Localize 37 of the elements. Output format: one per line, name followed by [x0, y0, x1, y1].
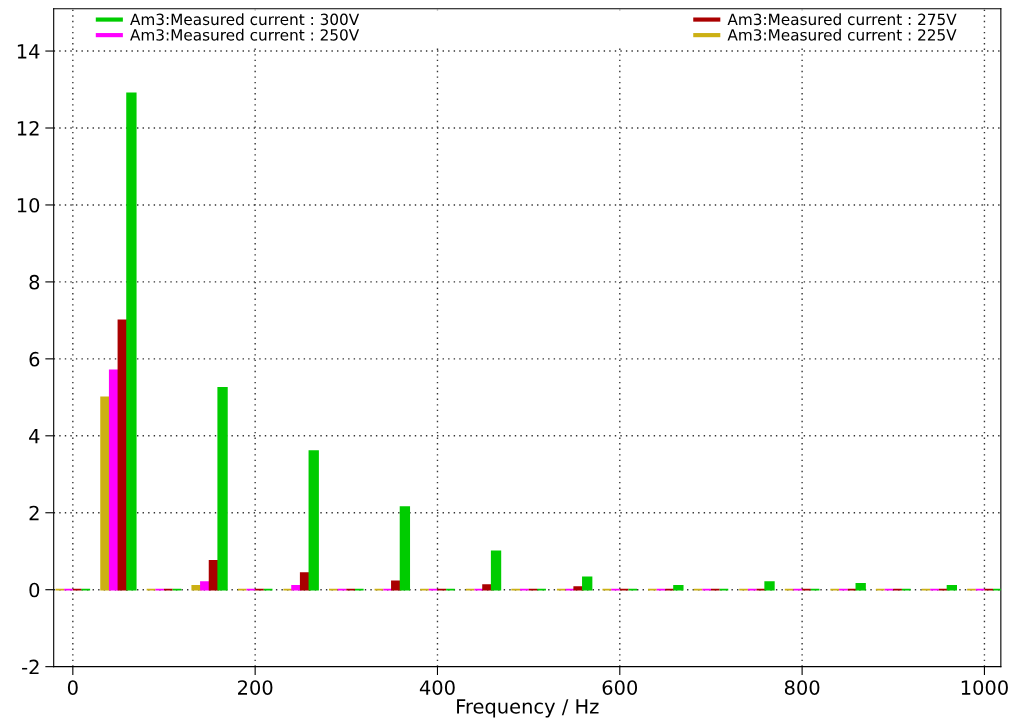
bar [299, 572, 311, 591]
y-tick-label: 6 [29, 351, 40, 367]
y-tick-label: -2 [22, 659, 39, 675]
y-tick-label: 0 [29, 582, 40, 598]
x-tick-label: 0 [67, 680, 78, 695]
bar [217, 386, 228, 591]
legend-label: Am3:Measured current : 250V [130, 28, 360, 41]
x-tick-label: 200 [238, 680, 273, 695]
y-tick-label: 10 [17, 197, 40, 213]
legend-label: Am3:Measured current : 225V [727, 28, 957, 41]
bar [673, 585, 684, 591]
legend-label: Am3:Measured current : 300V [130, 13, 360, 26]
bar [126, 92, 137, 591]
y-tick-label: 2 [29, 505, 39, 521]
bar [573, 586, 584, 591]
x-tick-label: 800 [784, 680, 820, 695]
bar [191, 585, 202, 591]
x-tick-label: 1000 [961, 680, 1008, 695]
y-tick-label: 4 [29, 429, 40, 444]
bar [764, 581, 775, 591]
x-axis-title: Frequency / Hz [457, 699, 599, 718]
y-tick-label: 8 [29, 274, 40, 290]
bar [946, 585, 958, 591]
y-tick-label: 12 [17, 120, 39, 136]
bar [482, 584, 493, 591]
legend-label: Am3:Measured current : 275V [727, 13, 957, 26]
bar [855, 583, 866, 591]
x-tick-label: 600 [602, 680, 638, 695]
bar [291, 585, 302, 591]
bar [490, 550, 502, 591]
bar [399, 506, 411, 591]
bar [582, 576, 593, 591]
y-tick-label: 14 [17, 44, 40, 59]
bar [308, 450, 319, 591]
bar [391, 580, 402, 591]
x-tick-label: 400 [419, 680, 455, 695]
bar [200, 581, 211, 591]
